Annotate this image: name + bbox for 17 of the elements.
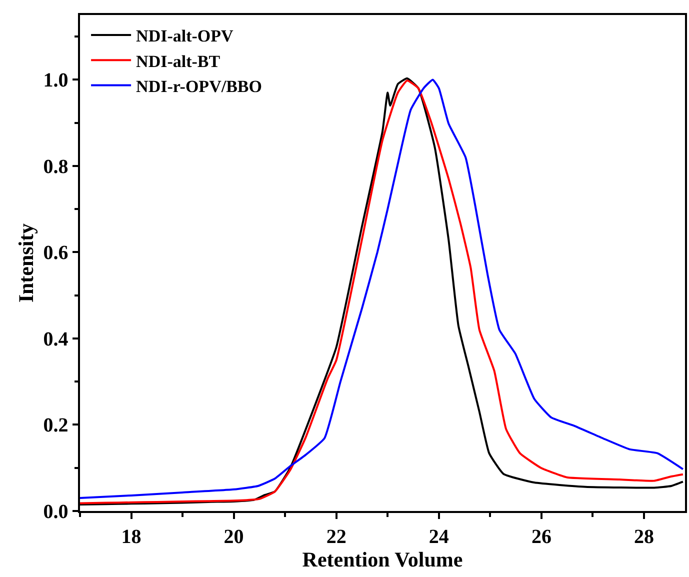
x-tick-label: 26: [531, 526, 552, 548]
y-axis-title: Intensity: [14, 222, 38, 303]
y-tick-label: 0.0: [43, 501, 68, 523]
y-tick-label: 0.8: [43, 156, 68, 178]
x-tick-label: 22: [326, 526, 346, 548]
x-tick-label: 28: [634, 526, 654, 548]
x-tick-label: 20: [224, 526, 244, 548]
x-tick-label: 24: [428, 526, 449, 548]
legend-label: NDI-alt-BT: [136, 52, 221, 71]
y-tick-label: 0.6: [43, 242, 68, 264]
y-tick-label: 0.4: [43, 328, 68, 350]
x-tick-label: 18: [121, 526, 142, 548]
y-tick-label: 1.0: [43, 70, 68, 92]
x-axis-title: Retention Volume: [302, 548, 463, 572]
legend-label: NDI-alt-OPV: [136, 26, 234, 46]
legend-label: NDI-r-OPV/BBO: [136, 76, 262, 96]
y-tick-label: 0.2: [43, 414, 68, 437]
